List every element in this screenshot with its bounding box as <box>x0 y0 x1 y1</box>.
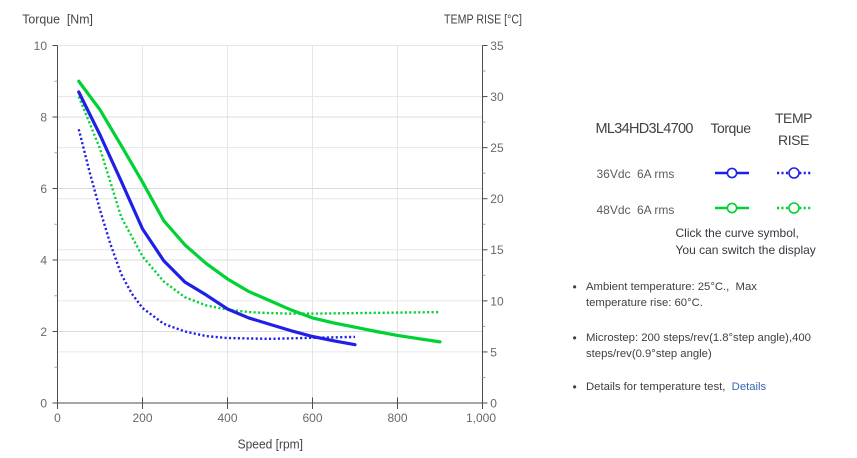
svg-text:35: 35 <box>490 39 504 53</box>
svg-text:200: 200 <box>132 411 152 425</box>
svg-text:8: 8 <box>40 110 47 124</box>
svg-text:600: 600 <box>302 411 322 425</box>
svg-text:10: 10 <box>34 39 48 53</box>
svg-text:5: 5 <box>490 345 497 359</box>
svg-text:15: 15 <box>490 243 504 257</box>
svg-text:Speed [rpm]: Speed [rpm] <box>238 437 303 452</box>
svg-text:1,000: 1,000 <box>466 411 496 425</box>
svg-text:0: 0 <box>54 411 61 425</box>
svg-text:30: 30 <box>490 90 504 104</box>
svg-text:6: 6 <box>40 182 47 196</box>
svg-text:0: 0 <box>40 396 47 410</box>
svg-text:25: 25 <box>490 141 504 155</box>
svg-text:TEMP RISE [°C]: TEMP RISE [°C] <box>444 12 522 27</box>
svg-text:4: 4 <box>40 253 47 267</box>
svg-text:10: 10 <box>490 294 504 308</box>
svg-text:Torque [Nm]: Torque [Nm] <box>22 12 93 27</box>
svg-text:400: 400 <box>217 411 237 425</box>
svg-text:2: 2 <box>40 325 47 339</box>
svg-text:20: 20 <box>490 192 504 206</box>
svg-text:800: 800 <box>387 411 407 425</box>
svg-text:0: 0 <box>490 396 497 410</box>
